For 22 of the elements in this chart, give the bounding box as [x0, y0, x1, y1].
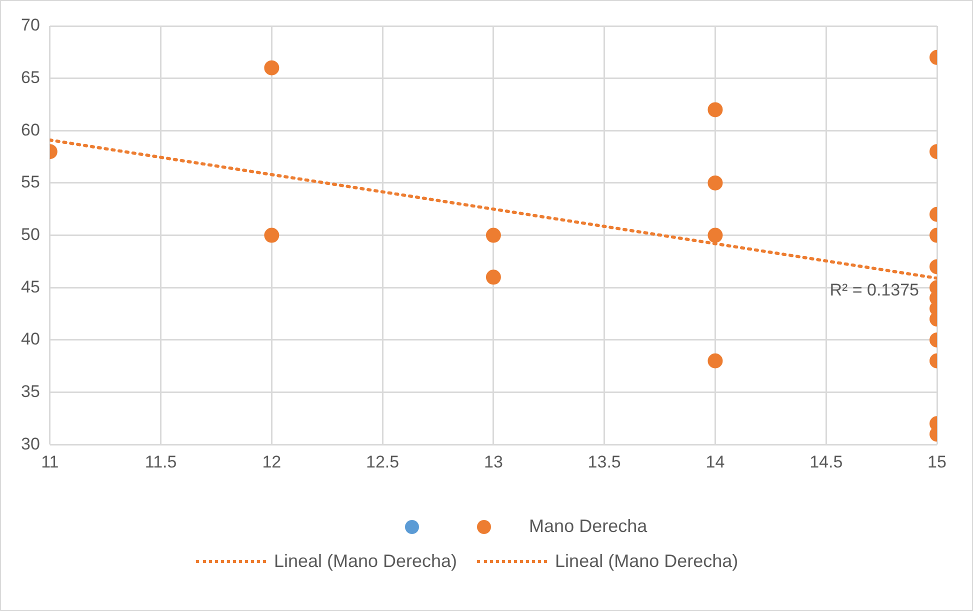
- x-tick-label: 12.5: [366, 452, 400, 472]
- annotation: R² = 0.1375: [830, 280, 919, 300]
- y-tick-label: 30: [20, 434, 40, 454]
- y-tick-label: 60: [20, 120, 40, 140]
- legend-label: Lineal (Mano Derecha): [274, 551, 458, 572]
- x-tick-label: 11: [41, 452, 59, 472]
- y-tick-label: 65: [20, 68, 40, 88]
- x-tick-label: 15: [928, 452, 946, 472]
- x-tick-label: 12: [262, 452, 282, 472]
- y-tick-label: 55: [20, 172, 40, 192]
- y-tick-label: 35: [20, 382, 40, 401]
- x-tick-label: 13: [484, 452, 503, 472]
- x-tick-label: 14: [706, 452, 725, 472]
- y-tick-label: 45: [20, 277, 40, 296]
- y-tick-label: 70: [20, 16, 40, 35]
- x-tick-label: 13.5: [588, 452, 621, 472]
- x-tick-label: 14.5: [810, 452, 843, 472]
- y-tick-label: 40: [20, 330, 40, 349]
- legend-label: Lineal (Mano Derecha): [555, 551, 738, 572]
- y-tick-label: 50: [20, 224, 40, 244]
- x-tick-label: 11.5: [144, 452, 177, 472]
- legend-label: Mano Derecha: [529, 516, 648, 537]
